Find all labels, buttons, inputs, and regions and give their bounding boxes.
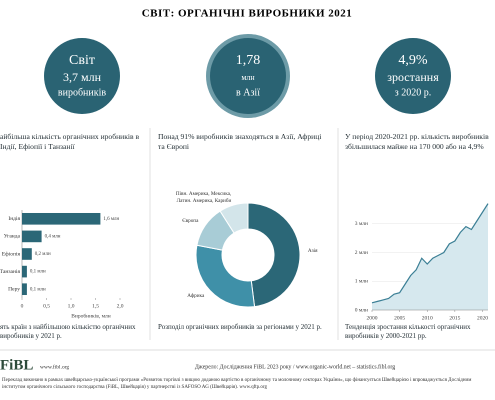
column-caption: ять країн з найбільшою кількістю органіч… — [0, 323, 136, 341]
column-heading: айбільша кількість органічних иробників … — [0, 132, 140, 151]
stat-text: Світ — [69, 53, 95, 68]
title: СВІТ: ОРГАНІЧНІ ВИРОБНИКИ 2021 — [142, 8, 353, 20]
site: www.fibl.org — [40, 363, 69, 370]
x-tick-label: 1,5 — [92, 303, 99, 309]
column-heading: Понад 91% виробників знаходяться в Азії,… — [158, 132, 322, 151]
slice-label: Азія — [307, 248, 318, 255]
stat-circle — [210, 38, 286, 114]
bar — [22, 265, 27, 278]
value-label: 0,2 млн — [35, 252, 51, 257]
stat-text: в Азії — [236, 87, 260, 98]
stat-text: млн — [241, 73, 255, 82]
y-tick-label: 2 млн — [355, 250, 368, 256]
value-label: 1,6 млн — [103, 217, 119, 222]
x-tick-label: 2015 — [449, 315, 460, 321]
category-label: Перу — [8, 286, 20, 292]
y-tick-label: 3 млн — [355, 221, 368, 227]
bar — [22, 283, 27, 296]
pie-slice — [195, 244, 256, 308]
slice-label: Африка — [187, 292, 205, 299]
y-tick-label: 0 млн — [355, 307, 368, 313]
stat-circle — [44, 38, 120, 114]
category-label: Уганда — [4, 234, 21, 240]
x-tick-label: 0 — [21, 303, 24, 309]
pie-slice — [247, 202, 301, 308]
x-tick-label: 2005 — [394, 315, 405, 321]
stat-text: 3,7 млн — [63, 70, 102, 84]
column-caption: Розподіл органічних виробників за регіон… — [158, 323, 322, 331]
footer-note: Переклад виконано в рамках швейцарсько-у… — [2, 378, 472, 391]
stat-text: виробників — [58, 87, 107, 98]
column-caption: Тенденція зростання кількості органічних… — [345, 323, 471, 341]
value-label: 0,1 млн — [30, 287, 46, 292]
bar — [22, 212, 101, 225]
area — [372, 203, 488, 310]
slice-label: Півн. Америка, Мексика, Латин. Америка, … — [175, 191, 232, 204]
category-label: Танзанія — [0, 269, 20, 275]
category-label: Ефіопія — [2, 250, 21, 257]
x-tick-label: 2010 — [422, 315, 433, 321]
category-label: Індія — [8, 216, 20, 222]
x-tick-label: 1,0 — [68, 303, 75, 309]
bar — [22, 248, 32, 260]
x-tick-label: 2020 — [477, 315, 488, 321]
bar — [22, 230, 42, 243]
stat-text: 4,9% — [398, 53, 428, 68]
stat-text: 1,78 — [236, 53, 261, 68]
source: Джерело: Дослідження FiBL 2023 року / ww… — [195, 363, 395, 370]
stat-text: зростання — [387, 70, 439, 84]
x-tick-label: 0,5 — [43, 303, 50, 309]
stat-text: з 2020 р. — [395, 87, 431, 98]
slice-label: Європа — [182, 218, 199, 225]
logo: FiBL — [0, 357, 33, 373]
stat-circle — [375, 38, 451, 114]
pie-slice — [219, 202, 249, 234]
value-label: 0,1 млн — [30, 270, 46, 275]
value-label: 0,4 млн — [45, 235, 61, 240]
x-tick-label: 2000 — [367, 315, 378, 321]
line — [371, 203, 489, 304]
y-tick-label: 1 млн — [355, 279, 368, 285]
column-heading: У період 2020-2021 рр. кількість виробни… — [345, 132, 489, 151]
x-tick-label: 2,0 — [117, 303, 124, 309]
x-axis-label: Виробників, млн — [71, 312, 111, 319]
